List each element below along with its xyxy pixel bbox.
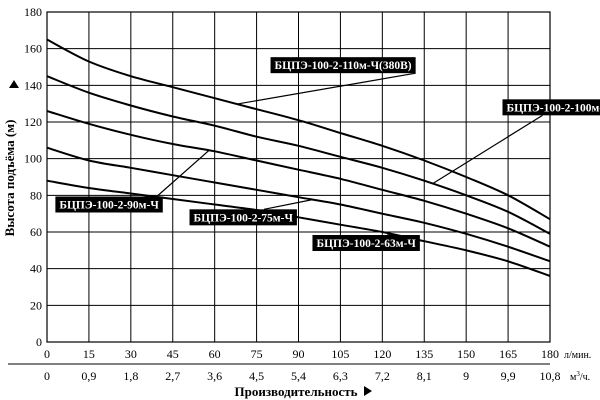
x-tick-label-m3h: 3,6 [207,369,222,383]
series-leader-4 [263,199,313,210]
x-tick-label-m3h: 5,4 [291,369,306,383]
y-tick-label: 20 [30,298,42,312]
x-tick-label-m3h: 6,3 [333,369,348,383]
grid [8,11,551,365]
x-tick-label-m3h: 10,8 [540,369,561,383]
y-tick-label: 40 [30,262,42,276]
series-leader-1 [236,72,416,105]
x-tick-label-lmin: 150 [457,347,475,361]
x-tick-label-lmin: 135 [415,347,433,361]
y-tick-label: 0 [36,335,42,349]
x-tick-label-lmin: 75 [251,347,263,361]
label-leaders [156,72,543,237]
series-line-1 [46,38,551,221]
series-label-text: БЦПЭ-100-2-75м-Ч [194,212,294,224]
y-axis-arrow-icon [9,80,19,88]
y-tick-label: 80 [30,188,42,202]
series-line-3 [46,110,551,248]
series-leader-2 [432,114,543,185]
x-axis-title: Производительность [234,384,357,399]
series-label-2: БЦПЭ-100-2-100м-Ч(380В) [502,99,600,116]
x-tick-label-lmin: 0 [44,347,50,361]
x-tick-label-m3h: 1,8 [123,369,138,383]
x-tick-label-m3h: 8,1 [417,369,432,383]
x-tick-label-m3h: 7,2 [375,369,390,383]
series-label-box [270,57,416,74]
series-label-5: БЦПЭ-100-2-63м-Ч [312,235,420,251]
x-unit-m3h: м3/ч. [570,370,590,383]
series-label-box [55,196,163,213]
series-curves [46,38,551,277]
x-tick-label-lmin: 45 [167,347,179,361]
series-label-box [189,209,297,226]
x-tick-label-m3h: 9,9 [501,369,516,383]
x-unit-lmin: л/мин. [564,350,591,361]
x-tick-label-lmin: 15 [83,347,95,361]
series-label-text: БЦПЭ-100-2-110м-Ч(380В) [275,60,412,72]
y-tick-label: 160 [24,42,42,56]
x-tick-label-lmin: 180 [541,347,559,361]
series-labels: БЦПЭ-100-2-110м-Ч(380В) БЦПЭ-100-2-100м-Ч… [55,57,600,251]
tick-labels: 02040608010012014016018000150,9301,8452,… [24,5,561,383]
series-label-4: БЦПЭ-100-2-75м-Ч [189,209,297,226]
x-tick-label-lmin: 90 [293,347,305,361]
x-tick-label-lmin: 30 [125,347,137,361]
series-label-box [502,99,600,116]
series-leader-3 [156,149,210,197]
series-label-text: БЦПЭ-100-2-90м-Ч [59,200,159,212]
series-label-text: БЦПЭ-100-2-63м-Ч [316,238,416,250]
series-label-text: БЦПЭ-100-2-100м-Ч(380В) [506,102,600,114]
x-tick-label-lmin: 105 [331,347,349,361]
x-tick-label-m3h: 0 [44,369,50,383]
x-tick-label-lmin: 165 [499,347,517,361]
x-tick-label-m3h: 4,5 [249,369,264,383]
y-tick-label: 140 [24,78,42,92]
series-label-box [312,235,420,251]
y-tick-label: 120 [24,115,42,129]
y-tick-label: 100 [24,152,42,166]
y-tick-label: 60 [30,225,42,239]
series-label-1: БЦПЭ-100-2-110м-Ч(380В) [270,57,416,74]
x-tick-label-m3h: 0,9 [81,369,96,383]
series-label-3: БЦПЭ-100-2-90м-Ч [55,196,163,213]
y-tick-label: 180 [24,5,42,19]
series-line-2 [46,75,551,235]
x-axis-arrow-icon [364,386,372,396]
x-tick-label-lmin: 60 [209,347,221,361]
x-tick-label-lmin: 120 [373,347,391,361]
plot-frame [46,11,551,343]
x-tick-label-m3h: 2,7 [165,369,180,383]
x-tick-label-m3h: 9 [463,369,469,383]
y-axis-title: Высота подъёма (м) [2,120,17,237]
series-line-5 [46,179,551,277]
series-line-4 [46,146,551,263]
